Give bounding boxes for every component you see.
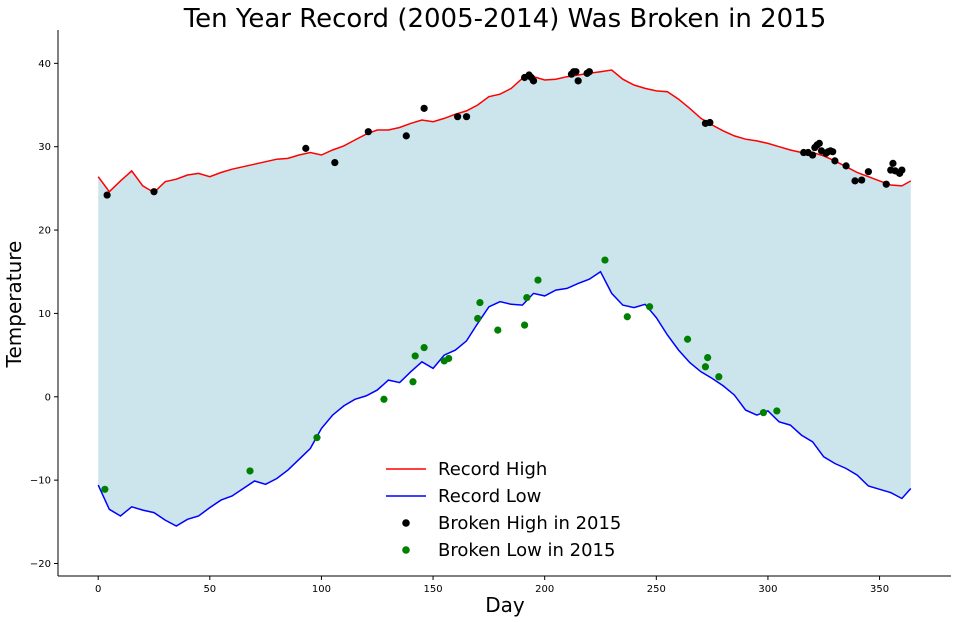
broken-high-points: [103, 68, 906, 199]
x-tick-label: 0: [95, 584, 101, 595]
x-axis-label: Day: [485, 593, 525, 617]
broken-low-point: [476, 298, 484, 307]
fill-between-band: [98, 70, 911, 526]
broken-high-point: [572, 68, 580, 76]
broken-low-point: [704, 354, 712, 362]
broken-low-point: [520, 321, 529, 329]
y-tick-label: 20: [38, 226, 51, 237]
broken-high-point: [331, 158, 339, 167]
broken-high-point: [706, 118, 714, 127]
broken-low-point: [494, 326, 502, 334]
legend-label: Broken Low in 2015: [438, 540, 615, 561]
broken-low-point: [420, 343, 428, 352]
broken-high-point: [150, 188, 158, 196]
chart-title: Ten Year Record (2005-2014) Was Broken i…: [183, 4, 827, 34]
broken-low-points: [101, 256, 781, 493]
broken-low-point: [623, 313, 631, 321]
broken-low-point: [646, 303, 654, 311]
legend-label: Broken High in 2015: [438, 513, 621, 534]
broken-low-point: [313, 434, 321, 442]
broken-low-point: [683, 335, 692, 343]
record-low-line: [97, 270, 912, 527]
broken-low-point: [759, 409, 768, 417]
x-tick-label: 350: [870, 584, 889, 595]
broken-high-point: [302, 144, 310, 152]
legend-entry: Broken High in 2015: [402, 513, 621, 534]
legend-dot-swatch: [402, 519, 410, 527]
y-tick-label: 30: [38, 142, 51, 153]
broken-high-point: [882, 180, 890, 188]
x-tick-label: 300: [758, 584, 777, 595]
broken-high-point: [454, 113, 462, 121]
broken-high-point: [574, 77, 582, 85]
broken-low-point: [534, 276, 542, 284]
broken-low-point: [380, 395, 388, 403]
record-high-line: [97, 69, 912, 194]
legend-dot-swatch: [402, 546, 410, 554]
broken-high-point: [585, 68, 593, 76]
broken-low-point: [474, 314, 482, 323]
legend-entry: Broken Low in 2015: [402, 540, 615, 561]
broken-high-point: [462, 113, 471, 121]
y-tick-label: 10: [38, 309, 51, 320]
broken-low-point: [411, 352, 419, 360]
broken-high-point: [831, 157, 839, 165]
broken-high-point: [858, 176, 866, 184]
broken-high-point: [898, 166, 906, 174]
x-tick-label: 50: [203, 584, 216, 595]
legend: Record High Record Low Broken High in 2015…: [386, 459, 621, 561]
broken-high-point: [842, 162, 850, 170]
broken-low-point: [601, 256, 609, 264]
broken-high-point: [851, 177, 859, 185]
broken-high-point: [889, 159, 897, 167]
legend-label: Record Low: [438, 486, 541, 507]
legend-entry: Record Low: [386, 486, 541, 507]
broken-high-point: [829, 148, 837, 156]
broken-low-point: [101, 485, 109, 493]
x-tick-label: 100: [312, 584, 331, 595]
broken-high-point: [529, 77, 538, 85]
legend-entry: Record High: [386, 459, 547, 480]
broken-low-point: [701, 363, 710, 371]
broken-low-point: [246, 467, 254, 475]
broken-high-point: [808, 151, 817, 159]
broken-high-point: [864, 168, 872, 176]
broken-high-point: [103, 191, 111, 199]
legend-label: Record High: [438, 459, 547, 480]
y-tick-label: −20: [30, 559, 51, 570]
y-tick-label: 40: [38, 59, 51, 70]
x-tick-label: 200: [535, 584, 554, 595]
broken-high-point: [364, 128, 372, 136]
broken-low-point: [773, 407, 781, 415]
broken-high-point: [815, 139, 823, 147]
broken-low-point: [523, 293, 531, 302]
y-tick-label: 0: [45, 392, 51, 403]
axes: [57, 30, 951, 577]
x-tick-label: 150: [424, 584, 443, 595]
plot-area: [97, 68, 912, 527]
broken-high-point: [420, 104, 428, 112]
x-tick-label: 250: [647, 584, 666, 595]
y-axis-label: Temperature: [2, 241, 26, 369]
broken-high-point: [402, 132, 410, 140]
ticks: 0 50 100 150 200 250 300 350 −20 −10 0 10 20 30 40: [30, 59, 889, 595]
broken-low-point: [409, 378, 417, 386]
y-tick-label: −10: [30, 476, 51, 487]
broken-low-point: [445, 354, 453, 363]
broken-low-point: [715, 373, 723, 381]
